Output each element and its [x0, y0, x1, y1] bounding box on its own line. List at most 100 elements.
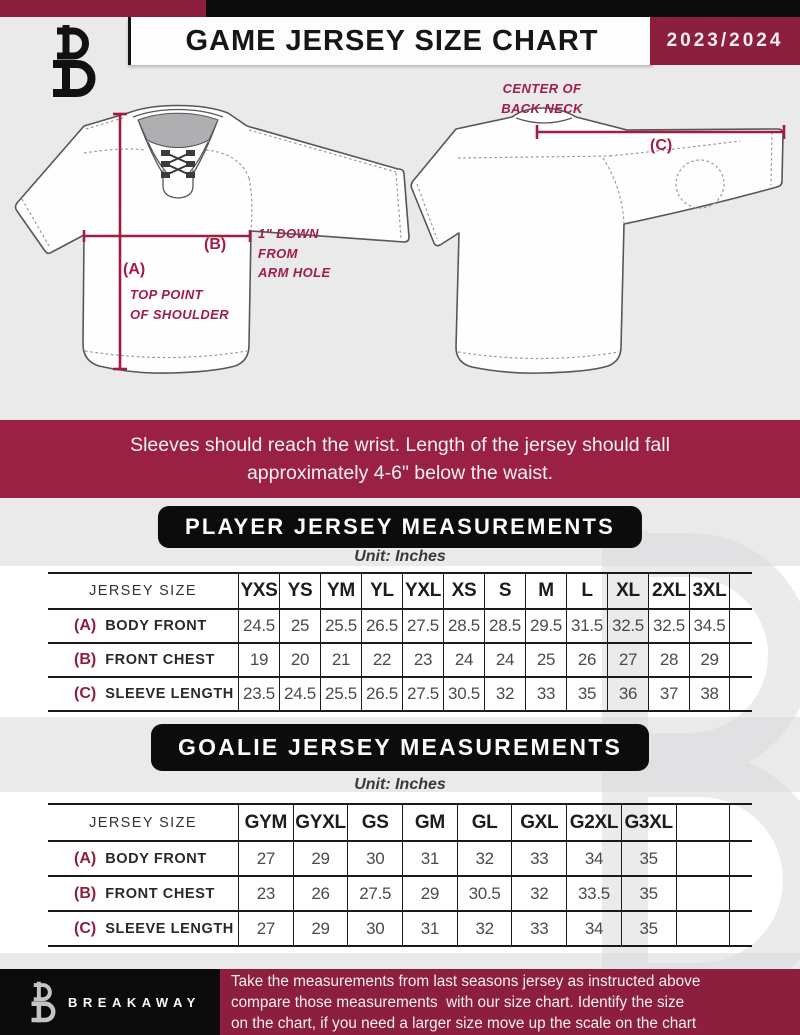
goalie-size-table: JERSEY SIZE GYM GYXL GS GM GL GXL G2XL G3XL (A) BO… — [48, 803, 752, 947]
value-cell: 29 — [292, 912, 348, 945]
front-jersey-drawing — [14, 104, 410, 374]
measure-a-label: (A) — [123, 261, 146, 278]
value-cell: 32 — [456, 912, 512, 945]
value-cell — [675, 912, 731, 945]
value-cell: 25 — [525, 644, 566, 676]
measure-row: (B) FRONT CHEST 23 26 27.5 29 30.5 32 33.5 35 — [48, 877, 752, 912]
row-key: (B) — [74, 884, 97, 902]
value-cell: 29 — [292, 842, 348, 875]
value-cell: 32.5 — [648, 610, 689, 642]
size-col-GXL: GXL — [511, 805, 566, 840]
measure-row: (C) SLEEVE LENGTH 23.5 24.5 25.5 26.5 27.5 30.5… — [48, 678, 752, 712]
value-cell: 32 — [456, 842, 512, 875]
value-cell: 34 — [566, 912, 621, 945]
value-cell: 34 — [566, 842, 621, 875]
row-key: (C) — [74, 685, 97, 702]
value-cell: 25 — [279, 610, 320, 642]
size-col-YM: YM — [320, 574, 361, 608]
player-unit-label: Unit: Inches — [354, 548, 446, 565]
value-cell: 38 — [689, 678, 730, 710]
goalie-section-title: GOALIE JERSEY MEASUREMENTS — [150, 724, 650, 771]
value-cell: 28 — [648, 644, 689, 676]
rule-extension — [730, 842, 752, 875]
size-col-3XL: 3XL — [689, 574, 730, 608]
title-bar: GAME JERSEY SIZE CHART — [128, 17, 653, 65]
value-cell: 35 — [620, 842, 676, 875]
value-cell: 32 — [511, 877, 566, 910]
value-cell — [675, 877, 731, 910]
player-section-title: PLAYER JERSEY MEASUREMENTS — [157, 506, 643, 548]
value-cell: 32 — [484, 678, 525, 710]
measure-row: (A) BODY FRONT 24.5 25 25.5 26.5 27.5 28.5 28.5 2… — [48, 610, 752, 644]
measure-row: (C) SLEEVE LENGTH 27 29 30 31 32 33 34 35 — [48, 912, 752, 947]
goalie-unit-label: Unit: Inches — [354, 776, 446, 793]
value-cell: 23.5 — [238, 678, 279, 710]
rule-extension — [730, 912, 752, 945]
value-cell: 26 — [292, 877, 348, 910]
footer-line: Take the measurements from last seasons … — [231, 972, 701, 990]
row-key: (A) — [74, 617, 97, 634]
value-cell: 30.5 — [443, 678, 484, 710]
value-cell: 34.5 — [689, 610, 730, 642]
footer-line: compare those measurements with our size… — [231, 993, 685, 1011]
value-cell: 20 — [279, 644, 320, 676]
value-cell: 29.5 — [525, 610, 566, 642]
value-cell: 35 — [620, 912, 676, 945]
breakaway-monogram-icon — [40, 22, 96, 105]
brand-name: BREAKAWAY — [68, 994, 201, 1010]
value-cell: 26.5 — [361, 610, 402, 642]
measure-lines-front — [82, 112, 252, 371]
value-cell: 25.5 — [320, 678, 361, 710]
top-strip-maroon — [0, 0, 206, 17]
rule-extension — [730, 574, 752, 608]
row-name: SLEEVE LENGTH — [105, 686, 234, 702]
measure-b-label: (B) — [204, 236, 227, 253]
size-col-GL: GL — [456, 805, 512, 840]
measure-line-back — [535, 125, 786, 139]
value-cell: 24.5 — [238, 610, 279, 642]
measure-row: (A) BODY FRONT 27 29 30 31 32 33 34 35 — [48, 842, 752, 877]
value-cell: 19 — [238, 644, 279, 676]
value-cell: 33 — [525, 678, 566, 710]
top-strip-black — [206, 0, 800, 17]
value-cell: 23 — [402, 644, 443, 676]
notice-line: Sleeves should reach the wrist. Length o… — [130, 434, 670, 456]
measure-c-label: (C) — [650, 137, 673, 154]
value-cell: 37 — [648, 678, 689, 710]
size-header-cell: JERSEY SIZE — [89, 814, 197, 831]
row-name: FRONT CHEST — [105, 652, 215, 668]
value-cell: 25.5 — [320, 610, 361, 642]
rule-extension — [730, 805, 752, 840]
value-cell: 31.5 — [566, 610, 607, 642]
row-name: SLEEVE LENGTH — [105, 920, 234, 937]
size-col-GM: GM — [402, 805, 457, 840]
size-col-GYM: GYM — [238, 805, 293, 840]
footer-brand-box: BREAKAWAY — [0, 969, 220, 1035]
row-label: (C) SLEEVE LENGTH — [48, 912, 238, 945]
size-col-YS: YS — [279, 574, 320, 608]
table-header-row: JERSEY SIZE GYM GYXL GS GM GL GXL G2XL G3XL — [48, 805, 752, 842]
value-cell: 33 — [511, 842, 566, 875]
row-key: (A) — [74, 849, 97, 867]
row-name: BODY FRONT — [105, 850, 207, 867]
size-col-YL: YL — [361, 574, 402, 608]
player-size-table: JERSEY SIZE YXS YS YM YL YXL XS S M L XL 2XL 3XL (A) B… — [48, 572, 752, 712]
value-cell: 28.5 — [484, 610, 525, 642]
value-cell: 27.5 — [347, 877, 402, 910]
value-cell: 26.5 — [361, 678, 402, 710]
value-cell: 30.5 — [456, 877, 512, 910]
value-cell: 24 — [484, 644, 525, 676]
value-cell: 31 — [402, 842, 457, 875]
value-cell: 32.5 — [607, 610, 648, 642]
value-cell: 33 — [511, 912, 566, 945]
value-cell: 26 — [566, 644, 607, 676]
row-key: (B) — [74, 651, 97, 668]
size-col-empty — [675, 805, 731, 840]
size-col-XS: XS — [443, 574, 484, 608]
row-label: (A) BODY FRONT — [48, 842, 238, 875]
value-cell: 35 — [620, 877, 676, 910]
size-col-M: M — [525, 574, 566, 608]
rule-extension — [730, 877, 752, 910]
table-header-row: JERSEY SIZE YXS YS YM YL YXL XS S M L XL 2XL 3XL — [48, 574, 752, 610]
value-cell: 27 — [607, 644, 648, 676]
